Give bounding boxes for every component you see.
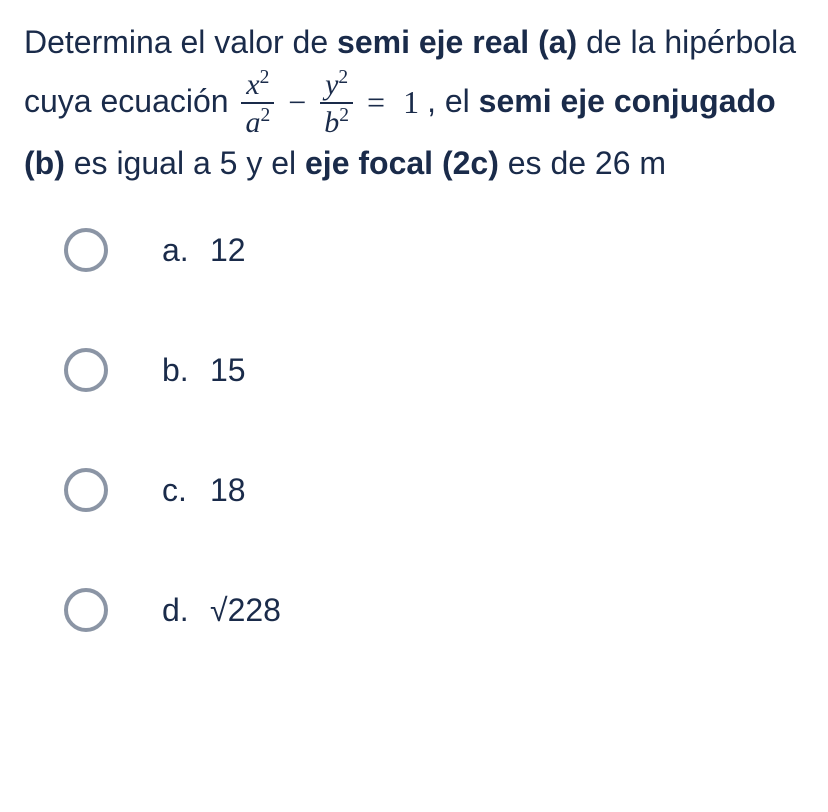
q-part-1: Determina el valor de xyxy=(24,24,337,60)
frac1-den: a2 xyxy=(241,106,274,139)
question-text: Determina el valor de semi eje real (a) … xyxy=(24,18,804,188)
radio-icon[interactable] xyxy=(64,348,108,392)
option-value: 15 xyxy=(210,352,246,389)
frac2-num: y2 xyxy=(321,68,352,101)
frac2-den-exp: 2 xyxy=(339,105,349,126)
option-a[interactable]: a. 12 xyxy=(64,228,804,272)
frac2-num-base: y xyxy=(325,68,338,101)
equation: x2 a2 − y2 b2 = 1 xyxy=(241,68,423,139)
options-list: a. 12 b. 15 c. 18 d. √228 xyxy=(24,228,804,632)
frac2-bar xyxy=(320,102,353,104)
fraction-2: y2 b2 xyxy=(320,68,353,139)
option-letter: c. xyxy=(162,472,210,509)
option-d[interactable]: d. √228 xyxy=(64,588,804,632)
option-letter: b. xyxy=(162,352,210,389)
option-letter: a. xyxy=(162,232,210,269)
frac2-num-exp: 2 xyxy=(338,67,348,88)
q-part-5: es de 26 m xyxy=(499,145,666,181)
option-value: 12 xyxy=(210,232,246,269)
frac2-den-base: b xyxy=(324,106,339,139)
option-letter: d. xyxy=(162,592,210,629)
option-c[interactable]: c. 18 xyxy=(64,468,804,512)
option-value: √228 xyxy=(210,592,281,629)
q-bold-1: semi eje real (a) xyxy=(337,24,577,60)
q-part-3: , el xyxy=(427,83,479,119)
frac1-bar xyxy=(241,102,274,104)
frac1-den-base: a xyxy=(245,106,260,139)
minus-op: − xyxy=(284,78,310,128)
option-value: 18 xyxy=(210,472,246,509)
frac1-num-base: x xyxy=(246,68,259,101)
frac1-num: x2 xyxy=(242,68,273,101)
frac1-den-exp: 2 xyxy=(260,105,270,126)
q-part-4: es igual a 5 y el xyxy=(65,145,305,181)
q-bold-3: eje focal (2c) xyxy=(305,145,499,181)
equals-op: = xyxy=(363,78,389,128)
frac2-den: b2 xyxy=(320,106,353,139)
frac1-num-exp: 2 xyxy=(260,67,270,88)
option-b[interactable]: b. 15 xyxy=(64,348,804,392)
eq-one: 1 xyxy=(399,78,423,128)
radio-icon[interactable] xyxy=(64,468,108,512)
radio-icon[interactable] xyxy=(64,588,108,632)
fraction-1: x2 a2 xyxy=(241,68,274,139)
radio-icon[interactable] xyxy=(64,228,108,272)
